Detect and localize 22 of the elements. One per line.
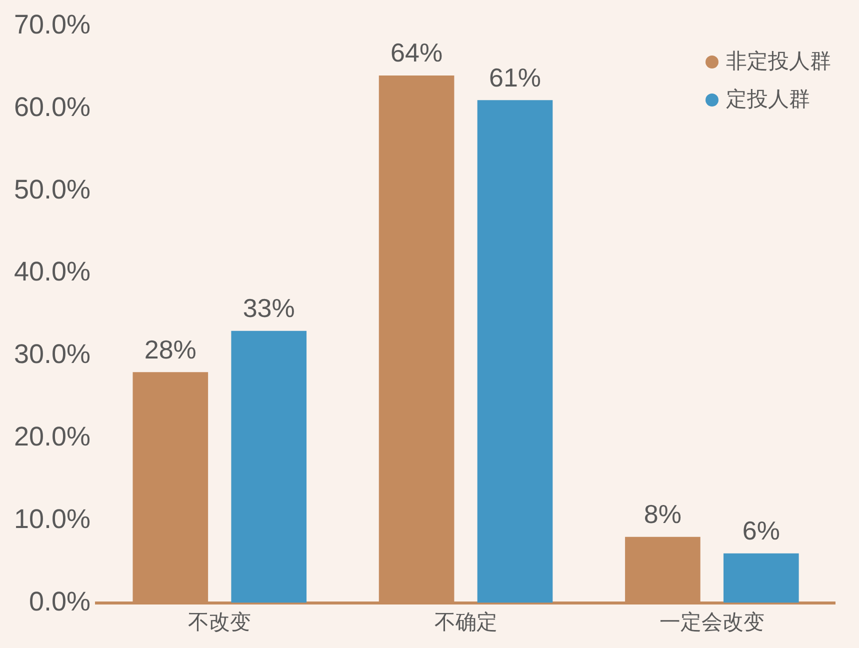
bar [477,100,553,603]
x-tick-label: 不确定 [434,611,498,634]
x-tick-label: 一定会改变 [659,611,764,634]
y-tick-label: 40.0% [14,256,91,287]
data-label: 61% [488,62,542,92]
data-label: 33% [242,293,295,324]
y-tick-label: 70.0% [14,9,91,40]
y-tick-label: 60.0% [14,92,91,122]
y-tick-label: 50.0% [14,174,91,204]
x-tick-label: 不改变 [188,611,252,634]
data-label: 28% [144,334,196,364]
data-label: 64% [390,38,443,68]
y-tick-label: 10.0% [14,504,91,534]
bar [231,330,307,603]
y-tick-label: 0.0% [29,586,91,616]
legend-label: 非定投人群 [726,50,831,73]
data-label: 6% [742,516,780,546]
y-tick-label: 20.0% [14,421,91,452]
data-label: 8% [644,499,682,530]
bar [723,553,799,603]
y-tick-label: 30.0% [14,339,91,370]
legend-label: 定投人群 [726,88,810,111]
